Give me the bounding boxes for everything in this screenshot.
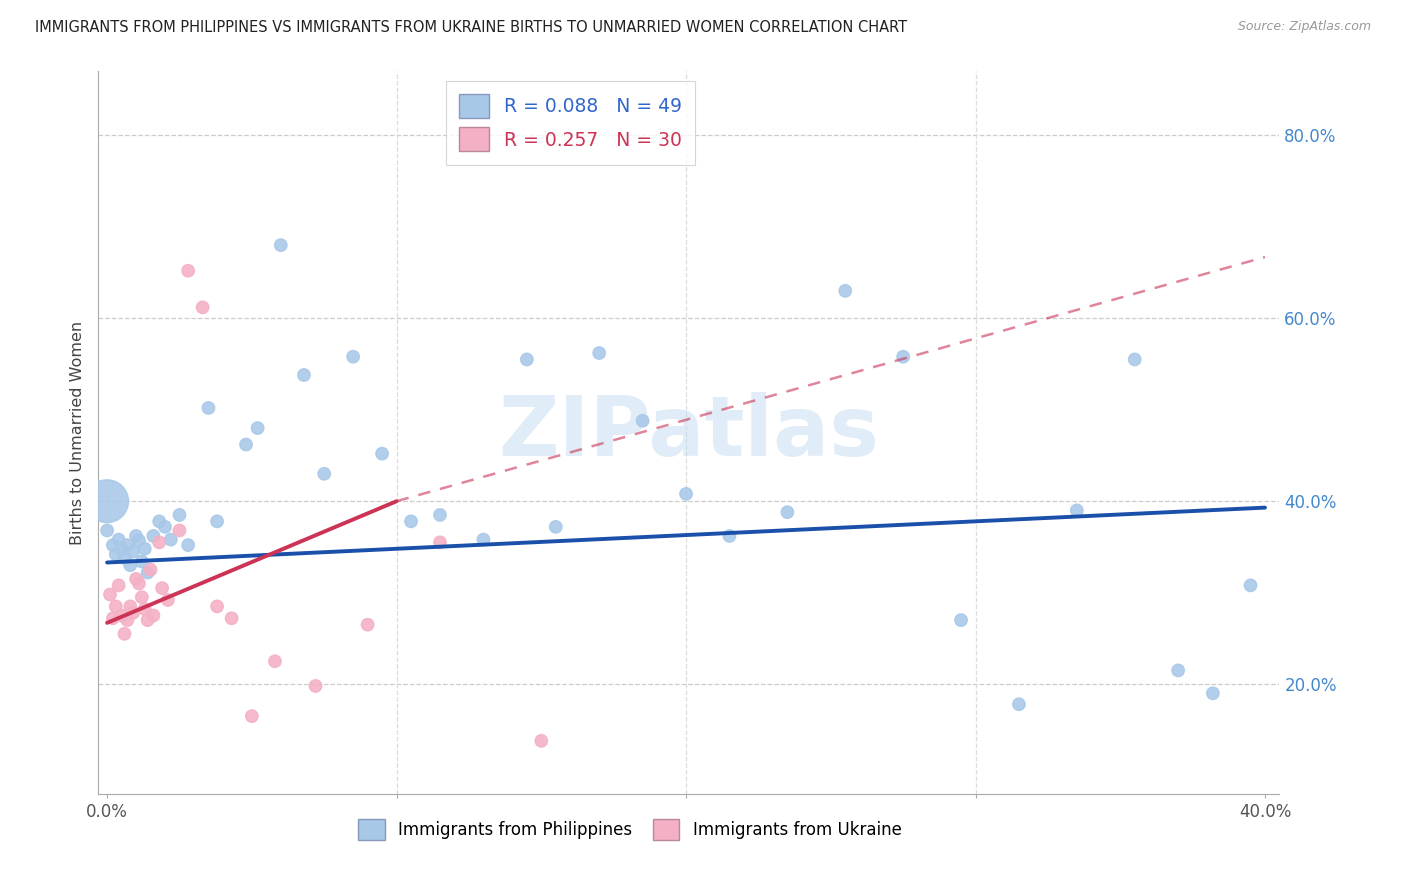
Point — [107, 533, 129, 547]
Point — [718, 529, 741, 543]
Point — [120, 558, 142, 573]
Point — [1167, 664, 1189, 678]
Point — [1239, 578, 1261, 592]
Point — [96, 494, 118, 508]
Point — [292, 368, 315, 382]
Point — [134, 602, 156, 616]
Point — [142, 608, 165, 623]
Point — [472, 533, 495, 547]
Point — [314, 467, 336, 481]
Point — [148, 514, 170, 528]
Point — [134, 541, 156, 556]
Point — [834, 284, 856, 298]
Point — [104, 599, 127, 614]
Point — [304, 679, 326, 693]
Point — [120, 599, 142, 614]
Point — [148, 535, 170, 549]
Point — [110, 541, 132, 556]
Point — [429, 508, 451, 522]
Point — [131, 555, 153, 569]
Point — [122, 606, 145, 620]
Point — [107, 578, 129, 592]
Point — [356, 617, 378, 632]
Point — [544, 520, 567, 534]
Point — [342, 350, 364, 364]
Point — [516, 352, 538, 367]
Legend: Immigrants from Philippines, Immigrants from Ukraine: Immigrants from Philippines, Immigrants … — [352, 813, 908, 847]
Point — [114, 627, 136, 641]
Point — [98, 587, 121, 601]
Point — [153, 520, 176, 534]
Point — [221, 611, 243, 625]
Point — [205, 599, 228, 614]
Point — [177, 264, 200, 278]
Point — [156, 593, 179, 607]
Point — [246, 421, 269, 435]
Point — [197, 401, 219, 415]
Point — [1066, 503, 1088, 517]
Point — [101, 611, 124, 625]
Point — [142, 529, 165, 543]
Point — [1008, 698, 1031, 712]
Point — [399, 514, 422, 528]
Point — [122, 544, 145, 558]
Point — [117, 613, 139, 627]
Point — [139, 563, 162, 577]
Point — [240, 709, 263, 723]
Point — [588, 346, 610, 360]
Point — [125, 529, 148, 543]
Point — [205, 514, 228, 528]
Point — [169, 524, 191, 538]
Point — [159, 533, 181, 547]
Point — [101, 538, 124, 552]
Point — [169, 508, 191, 522]
Text: Source: ZipAtlas.com: Source: ZipAtlas.com — [1237, 20, 1371, 33]
Point — [117, 538, 139, 552]
Point — [104, 547, 127, 561]
Text: ZIPatlas: ZIPatlas — [499, 392, 879, 473]
Point — [631, 414, 654, 428]
Point — [776, 505, 799, 519]
Point — [128, 533, 150, 548]
Y-axis label: Births to Unmarried Women: Births to Unmarried Women — [69, 320, 84, 545]
Point — [891, 350, 914, 364]
Point — [270, 238, 292, 252]
Point — [125, 572, 148, 586]
Point — [177, 538, 200, 552]
Point — [264, 654, 287, 668]
Point — [136, 566, 159, 580]
Point — [110, 608, 132, 623]
Point — [114, 550, 136, 565]
Point — [429, 535, 451, 549]
Point — [131, 591, 153, 605]
Point — [96, 524, 118, 538]
Point — [675, 487, 697, 501]
Point — [136, 613, 159, 627]
Point — [235, 437, 257, 451]
Point — [1123, 352, 1146, 367]
Text: IMMIGRANTS FROM PHILIPPINES VS IMMIGRANTS FROM UKRAINE BIRTHS TO UNMARRIED WOMEN: IMMIGRANTS FROM PHILIPPINES VS IMMIGRANT… — [35, 20, 907, 35]
Point — [1202, 686, 1225, 700]
Point — [191, 301, 214, 315]
Point — [128, 576, 150, 591]
Point — [150, 581, 173, 595]
Point — [371, 447, 394, 461]
Point — [950, 613, 973, 627]
Point — [530, 734, 553, 748]
